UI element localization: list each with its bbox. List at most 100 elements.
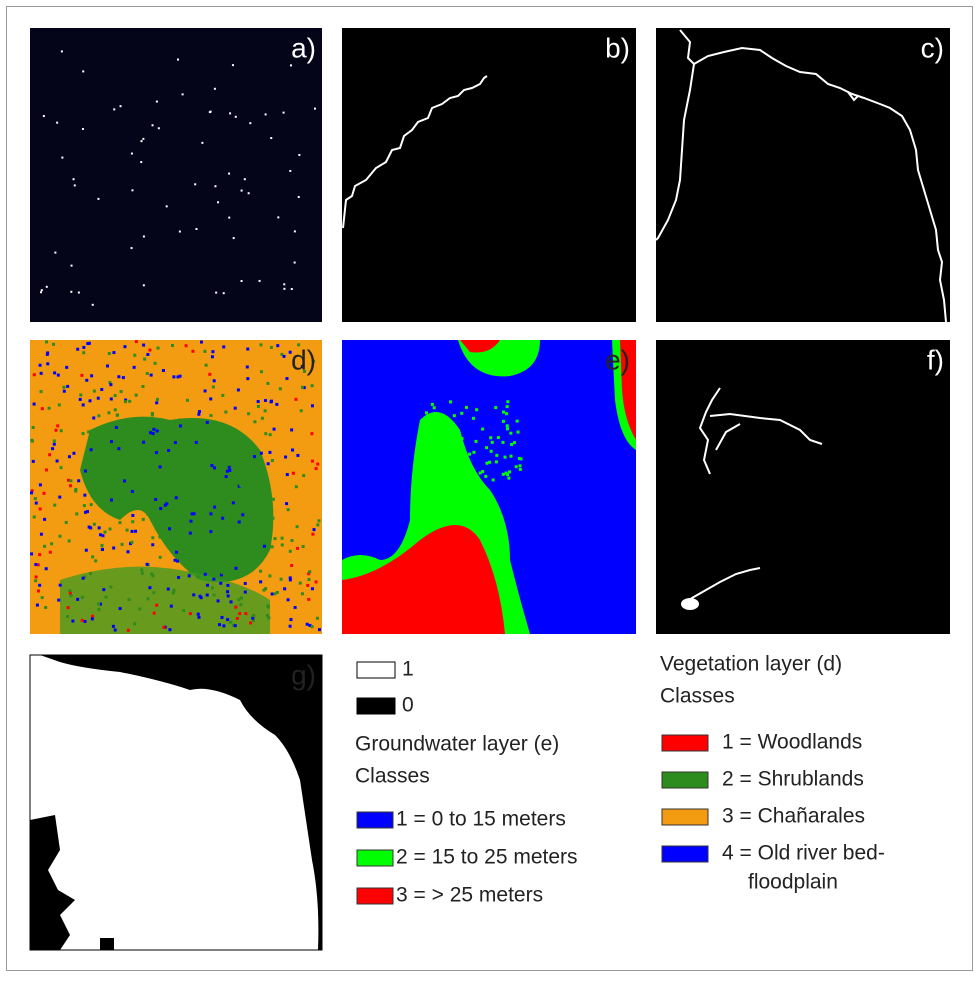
- speckle: [133, 354, 136, 357]
- speckle: [287, 508, 290, 511]
- speckle: [307, 578, 310, 581]
- speckle: [465, 406, 468, 409]
- speckle: [289, 618, 292, 621]
- speckle: [485, 462, 488, 465]
- speckle: [204, 389, 207, 392]
- speckle: [290, 564, 293, 567]
- legend-swatch: [357, 888, 393, 904]
- speckle: [246, 365, 249, 368]
- speckle: [490, 450, 493, 453]
- speckle: [259, 580, 262, 583]
- speckle: [179, 424, 182, 427]
- speckle: [280, 578, 283, 581]
- speckle: [257, 400, 260, 403]
- speckle: [112, 351, 115, 354]
- speckle: [237, 598, 240, 601]
- speckle: [98, 526, 101, 529]
- speckle: [290, 428, 293, 431]
- speckle: [283, 587, 286, 590]
- speckle: [234, 606, 237, 609]
- point: [214, 185, 216, 187]
- speckle: [88, 342, 91, 345]
- speckle: [117, 375, 120, 378]
- speckle: [229, 458, 232, 461]
- speckle: [201, 458, 204, 461]
- speckle: [208, 502, 211, 505]
- speckle: [43, 518, 46, 521]
- point: [143, 284, 145, 286]
- speckle: [285, 502, 288, 505]
- panel-c: [656, 28, 950, 322]
- speckle: [517, 431, 520, 434]
- speckle: [257, 405, 260, 408]
- speckle: [45, 340, 48, 343]
- speckle: [33, 373, 36, 376]
- point: [283, 288, 285, 290]
- speckle: [252, 614, 255, 617]
- speckle: [250, 467, 253, 470]
- speckle: [32, 426, 35, 429]
- point: [223, 292, 225, 294]
- point: [82, 128, 84, 130]
- speckle: [76, 598, 79, 601]
- speckle: [313, 528, 316, 531]
- speckle: [119, 607, 122, 610]
- speckle: [53, 371, 56, 374]
- speckle: [79, 398, 82, 401]
- speckle: [508, 470, 511, 473]
- speckle: [128, 598, 131, 601]
- speckle: [295, 485, 298, 488]
- speckle: [301, 592, 304, 595]
- point: [73, 178, 75, 180]
- point: [229, 112, 231, 114]
- speckle: [294, 606, 297, 609]
- speckle: [311, 625, 314, 628]
- speckle: [167, 442, 170, 445]
- speckle: [40, 372, 43, 375]
- speckle: [126, 529, 129, 532]
- speckle: [82, 403, 85, 406]
- legend-label: 2 = Shrublands: [722, 768, 864, 791]
- speckle: [285, 377, 288, 380]
- point: [283, 112, 285, 114]
- speckle: [114, 628, 117, 631]
- point: [140, 161, 142, 163]
- speckle: [151, 574, 154, 577]
- point: [166, 205, 168, 207]
- speckle: [146, 512, 149, 515]
- speckle: [108, 352, 111, 355]
- speckle: [488, 461, 491, 464]
- speckle: [142, 441, 145, 444]
- speckle: [127, 629, 130, 632]
- speckle: [245, 541, 248, 544]
- speckle: [168, 628, 171, 631]
- speckle: [85, 379, 88, 382]
- speckle: [307, 598, 310, 601]
- speckle: [311, 404, 314, 407]
- speckle: [237, 388, 240, 391]
- speckle: [173, 484, 176, 487]
- speckle: [210, 464, 213, 467]
- speckle: [177, 576, 180, 579]
- speckle: [211, 522, 214, 525]
- point: [156, 101, 158, 103]
- speckle: [80, 374, 83, 377]
- speckle: [513, 441, 516, 444]
- speckle: [242, 526, 245, 529]
- speckle: [182, 609, 185, 612]
- speckle: [160, 445, 163, 448]
- speckle: [227, 594, 230, 597]
- speckle: [34, 563, 37, 566]
- speckle: [484, 475, 487, 478]
- speckle: [213, 466, 216, 469]
- point: [194, 183, 196, 185]
- speckle: [211, 586, 214, 589]
- speckle: [300, 409, 303, 412]
- speckle: [45, 468, 48, 471]
- speckle: [159, 465, 162, 468]
- panel-e: [342, 340, 636, 634]
- speckle: [420, 449, 423, 452]
- speckle: [56, 459, 59, 462]
- speckle: [194, 496, 197, 499]
- speckle: [270, 346, 273, 349]
